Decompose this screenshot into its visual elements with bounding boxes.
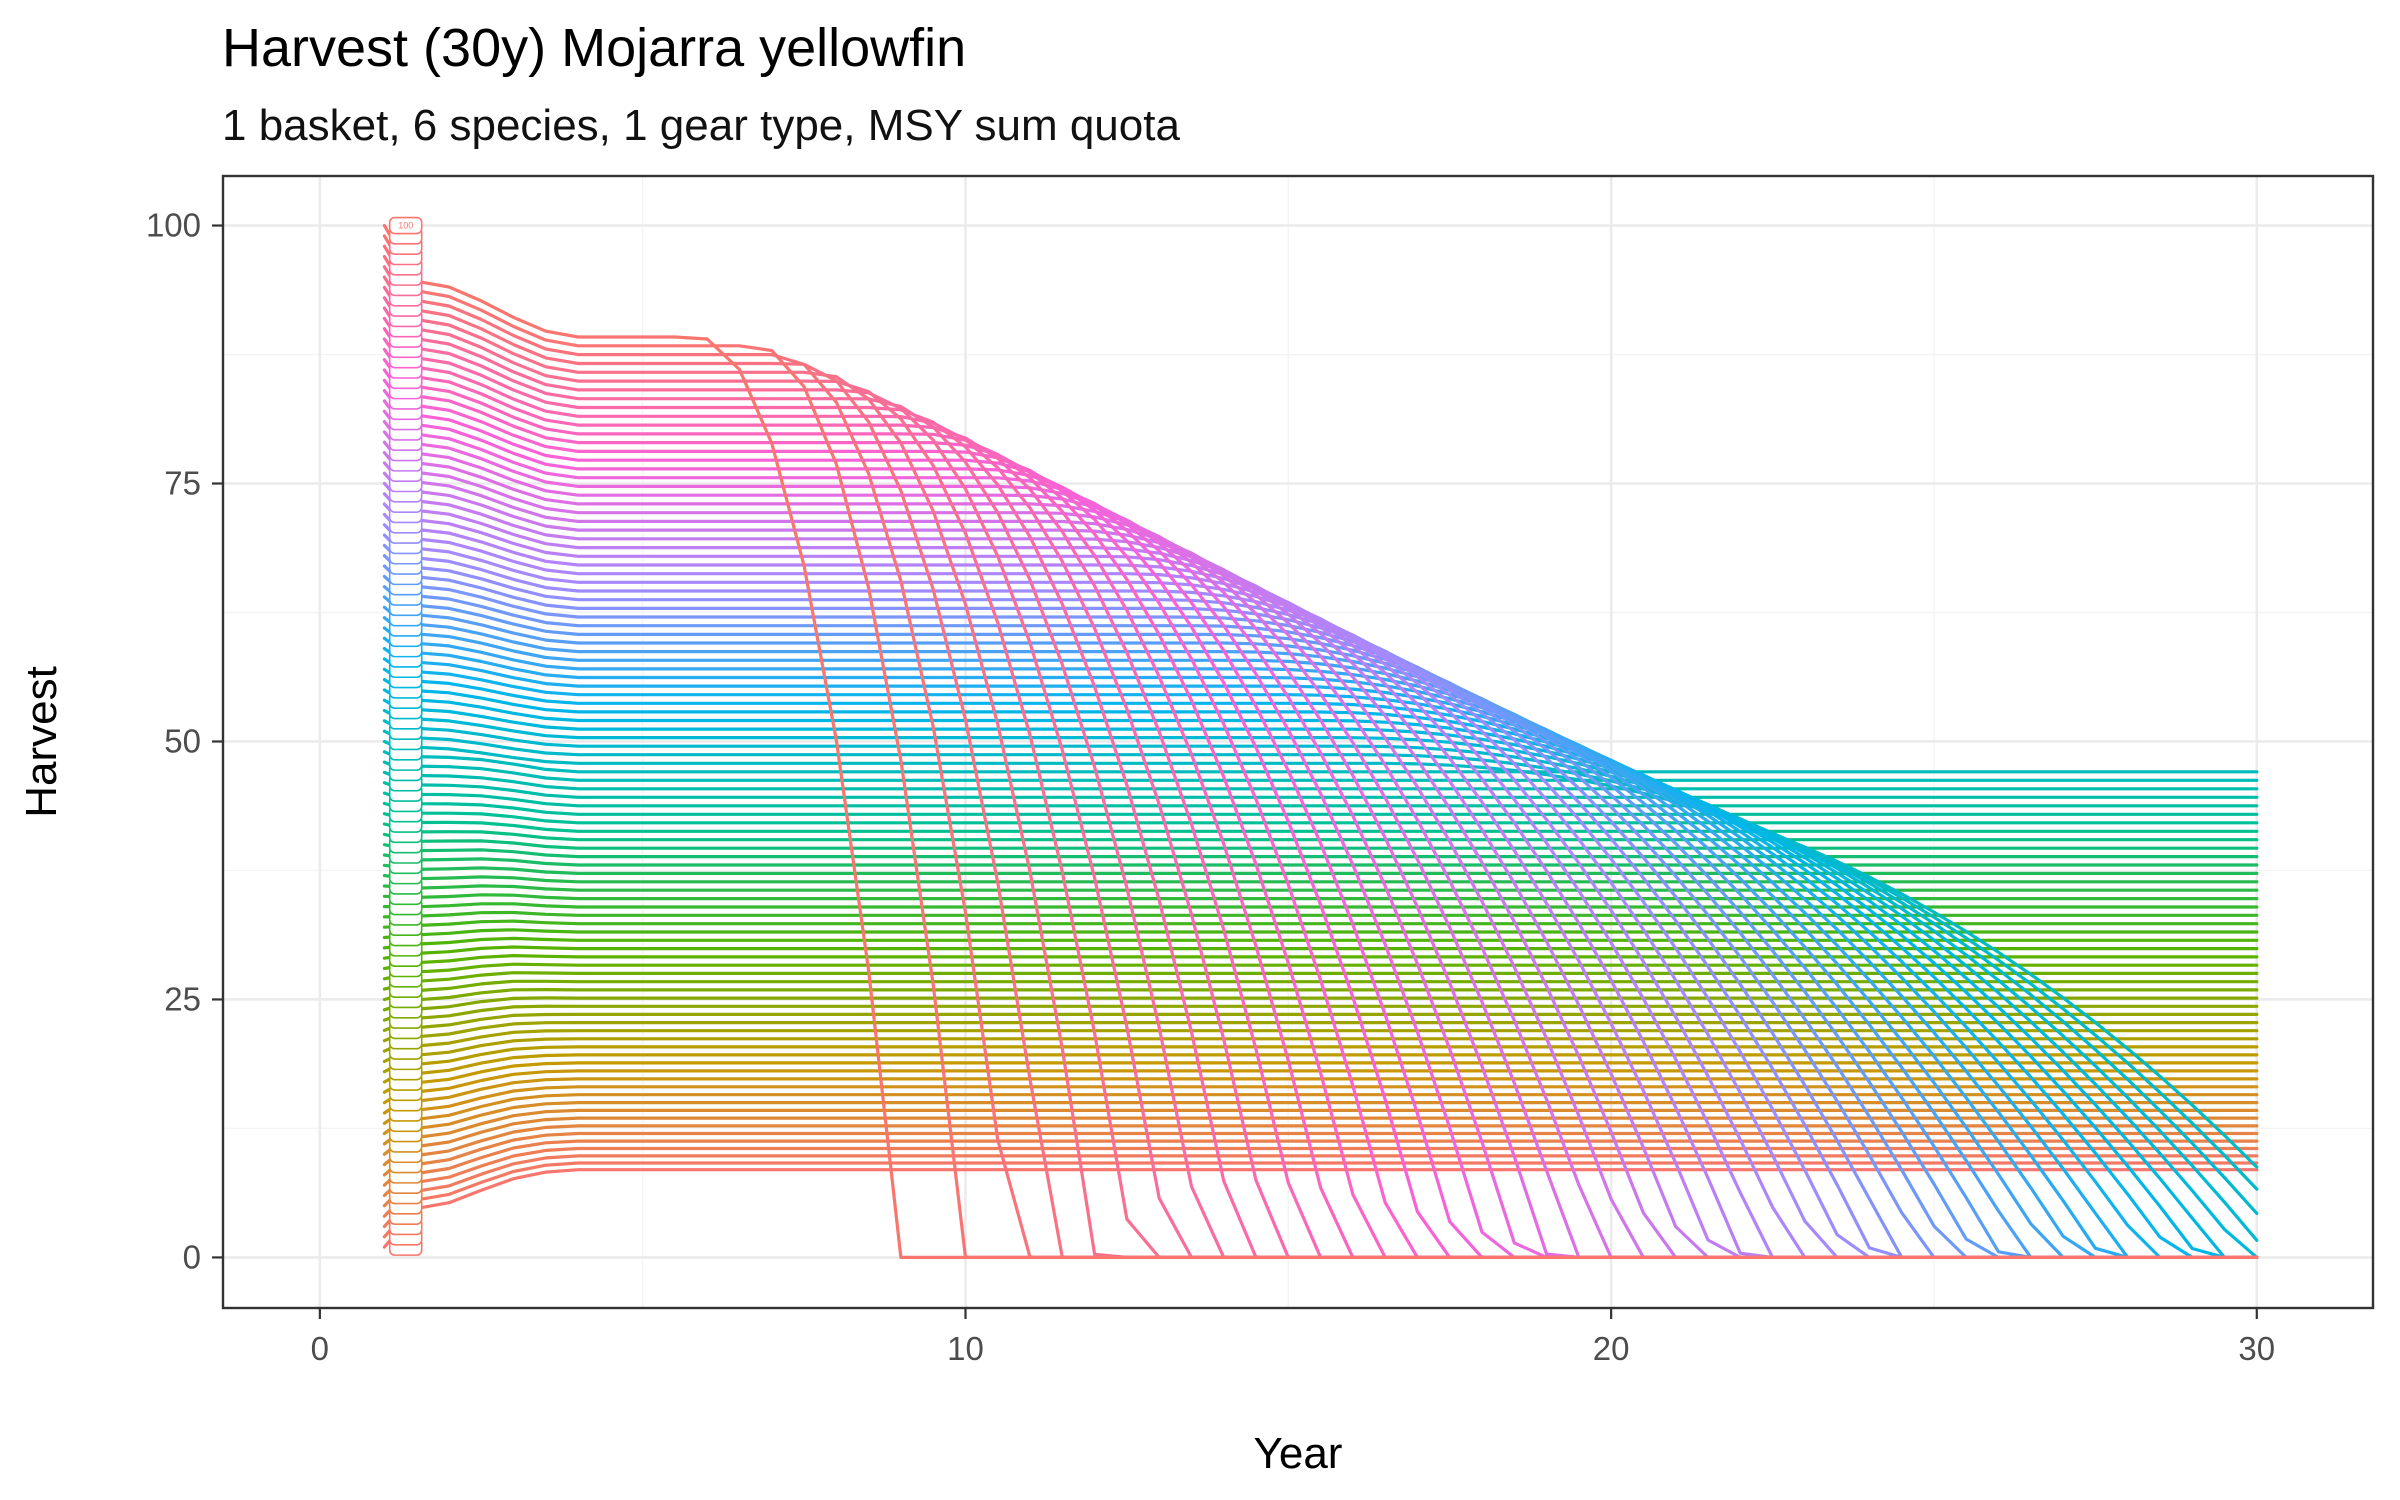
series-line (382, 688, 2259, 1259)
y-tick-label: 100 (146, 207, 201, 244)
series-line (382, 1154, 2259, 1229)
series-line (382, 1108, 2259, 1167)
y-axis-title: Harvest (17, 666, 66, 818)
series-line (382, 874, 2259, 884)
series-line (382, 739, 2259, 774)
y-tick-label: 25 (164, 980, 201, 1017)
series-line (382, 750, 2259, 782)
series-line (382, 564, 2259, 1259)
series-line (382, 919, 2259, 929)
series-line (382, 781, 2259, 808)
series-line (382, 1131, 2259, 1198)
series-line (382, 585, 2259, 1259)
series-line (382, 812, 2259, 833)
series-line (382, 1093, 2259, 1146)
series-line (382, 760, 2259, 791)
series-line (382, 1085, 2259, 1136)
series-line (382, 884, 2259, 892)
series-line (382, 1037, 2259, 1074)
series-line (382, 996, 2259, 1022)
series-line (382, 962, 2259, 981)
y-tick-label: 50 (164, 722, 201, 759)
series-line (382, 1101, 2259, 1156)
series-line (382, 801, 2259, 825)
series-line (382, 893, 2259, 901)
x-axis-title: Year (1254, 1429, 1343, 1478)
grid (223, 176, 2373, 1308)
series-line (382, 1053, 2259, 1094)
series-line (382, 853, 2259, 867)
series-line (382, 1012, 2259, 1043)
series-line (382, 988, 2259, 1012)
series-line (382, 657, 2259, 1259)
series-line (382, 626, 2259, 1259)
series-line (382, 708, 2259, 1215)
series-line (382, 832, 2259, 850)
series-line (382, 698, 2259, 1242)
series-line (382, 1139, 2259, 1208)
series-line (382, 1146, 2259, 1218)
series-line (382, 954, 2259, 971)
series-line (382, 1168, 2259, 1249)
series-label-top: 100 (398, 221, 413, 231)
series-line (382, 863, 2259, 875)
axis-ticks: 0 10 20 30 0 25 50 75 100 (146, 207, 2275, 1367)
series-line (382, 843, 2259, 859)
x-tick-label: 20 (1593, 1330, 1630, 1367)
series-line (382, 636, 2259, 1259)
x-tick-label: 10 (947, 1330, 984, 1367)
series-line (382, 1029, 2259, 1063)
series-lines (382, 223, 2259, 1259)
series-line (382, 605, 2259, 1259)
y-tick-label: 0 (183, 1238, 201, 1275)
series-label-box (388, 216, 423, 235)
series-line (382, 1116, 2259, 1177)
series-line (382, 1061, 2259, 1105)
y-tick-label: 75 (164, 465, 201, 502)
chart-title: Harvest (30y) Mojarra yellowfin (222, 18, 966, 78)
series-labels: 100 (388, 216, 423, 1256)
series-line (382, 729, 2259, 1169)
series-line (382, 667, 2259, 1259)
x-tick-label: 30 (2238, 1330, 2275, 1367)
series-line (382, 791, 2259, 816)
series-line (382, 223, 2259, 1259)
chart-subtitle: 1 basket, 6 species, 1 gear type, MSY su… (222, 101, 1180, 150)
x-tick-label: 0 (311, 1330, 329, 1367)
series-line (382, 910, 2259, 919)
